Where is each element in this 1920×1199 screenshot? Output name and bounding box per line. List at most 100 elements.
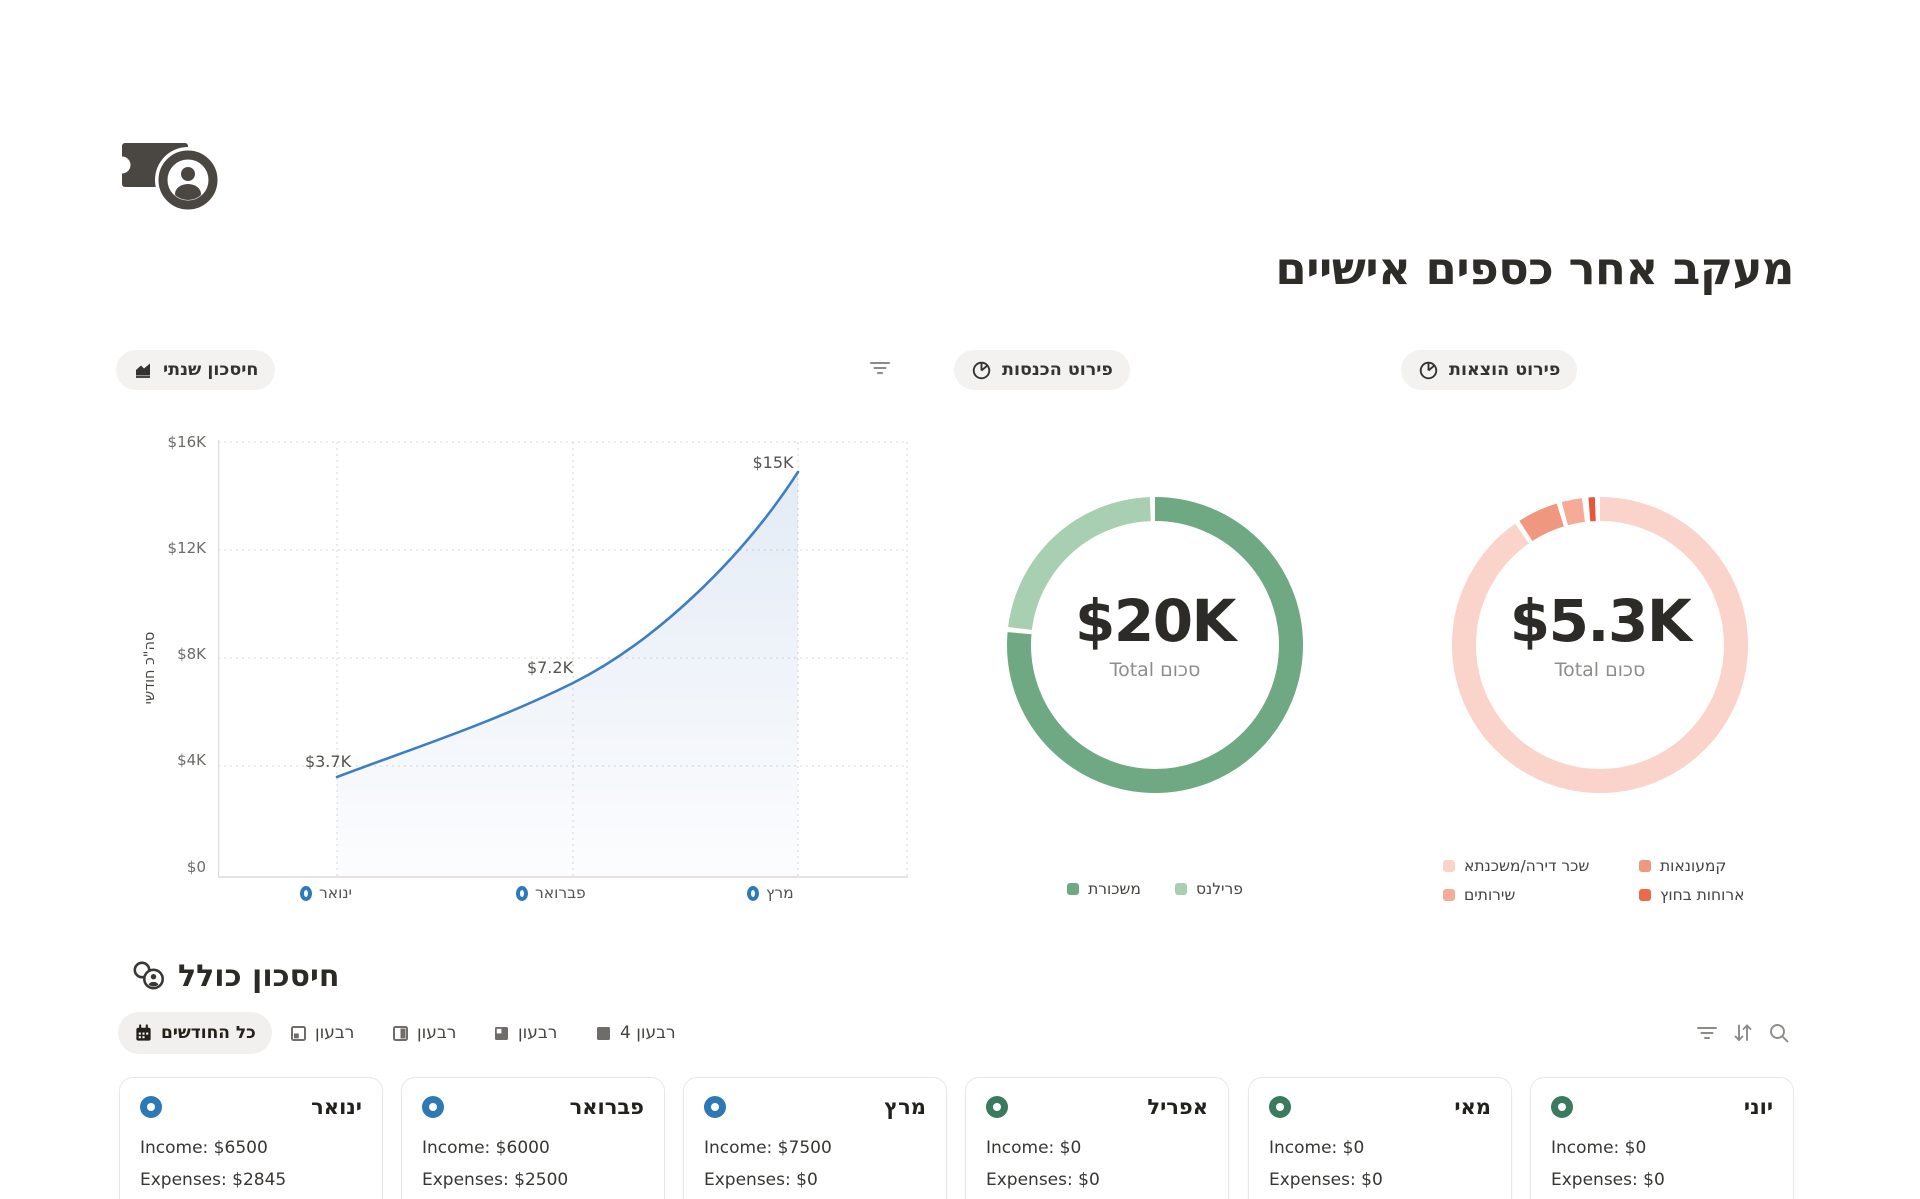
annual-savings-badge[interactable]: חיסכון שנתי xyxy=(116,350,276,390)
sort-icon[interactable] xyxy=(1731,1021,1755,1049)
legend-swatch xyxy=(1067,883,1080,895)
card-income: Income: $0 xyxy=(1269,1138,1365,1158)
month-dot-icon xyxy=(704,1096,726,1118)
total-savings-title: חיסכון כולל xyxy=(131,958,339,994)
tab-quarter-2[interactable]: רבעון xyxy=(392,1012,456,1054)
search-icon[interactable] xyxy=(1767,1021,1791,1049)
card-expenses: Expenses: $0 xyxy=(1551,1170,1665,1190)
month-marker-icon xyxy=(300,885,312,901)
card-expenses: Expenses: $2845 xyxy=(140,1170,287,1190)
quarter-1-icon xyxy=(291,1025,306,1041)
x-label-march: מרץ xyxy=(747,884,794,902)
y-tick: $4K xyxy=(177,751,206,769)
x-label-january: ינואר xyxy=(300,884,352,902)
tab-quarter-3[interactable]: רבעון xyxy=(493,1012,557,1054)
expense-breakdown-badge[interactable]: פירוט הוצאות xyxy=(1401,350,1578,390)
tab-quarter-1[interactable]: רבעון xyxy=(290,1012,354,1054)
month-card-march[interactable]: מרץ Income: $7500 Expenses: $0 xyxy=(683,1077,947,1199)
month-card-may[interactable]: מאי Income: $0 Expenses: $0 xyxy=(1248,1077,1512,1199)
tab-all-months[interactable]: כל החודשים xyxy=(118,1012,272,1054)
card-month-name: פברואר xyxy=(569,1095,644,1119)
legend-item-dining-out[interactable]: ארוחות בחוץ xyxy=(1639,886,1744,904)
month-dot-icon xyxy=(1551,1096,1573,1118)
legend-swatch xyxy=(1639,860,1651,872)
card-month-name: יוני xyxy=(1743,1095,1773,1119)
legend-swatch xyxy=(1174,883,1187,895)
banknote-user-icon xyxy=(113,143,221,213)
month-dot-icon xyxy=(422,1096,444,1118)
income-donut-center: $20K סכום Total xyxy=(995,592,1315,681)
legend-item-retail[interactable]: קמעונאות xyxy=(1639,857,1744,875)
card-expenses: Expenses: $2500 xyxy=(422,1170,569,1190)
y-tick: $12K xyxy=(167,539,206,557)
expense-total: $5.3K xyxy=(1509,587,1692,655)
pie-chart-icon xyxy=(972,361,991,379)
app-logo xyxy=(113,131,225,215)
card-expenses: Expenses: $0 xyxy=(1269,1170,1383,1190)
legend-item-utilities[interactable]: שירותים xyxy=(1443,886,1611,904)
point-label-mar: $15K xyxy=(752,453,794,472)
expense-donut-center: $5.3K סכום Total xyxy=(1440,592,1760,681)
card-expenses: Expenses: $0 xyxy=(704,1170,818,1190)
tab-label: רבעון 4 xyxy=(620,1023,676,1043)
tab-label: רבעון xyxy=(315,1023,355,1043)
tab-label: רבעון xyxy=(417,1023,457,1043)
annual-savings-badge-label: חיסכון שנתי xyxy=(163,360,259,380)
income-total: $20K xyxy=(1074,587,1237,655)
card-income: Income: $0 xyxy=(1551,1138,1647,1158)
tab-quarter-4[interactable]: רבעון 4 xyxy=(595,1012,676,1054)
income-breakdown-badge[interactable]: פירוט הכנסות xyxy=(954,350,1130,390)
month-card-february[interactable]: פברואר Income: $6000 Expenses: $2500 xyxy=(401,1077,665,1199)
y-tick: $0 xyxy=(186,858,206,876)
card-month-name: ינואר xyxy=(311,1095,362,1119)
expense-total-caption: סכום Total xyxy=(1554,659,1646,681)
card-income: Income: $0 xyxy=(986,1138,1082,1158)
month-dot-icon xyxy=(986,1096,1008,1118)
month-marker-icon xyxy=(516,885,528,901)
chart-filter-icon[interactable] xyxy=(866,355,894,385)
card-expenses: Expenses: $0 xyxy=(986,1170,1100,1190)
card-income: Income: $6000 xyxy=(422,1138,550,1158)
annual-savings-chart xyxy=(217,432,908,882)
income-total-caption: סכום Total xyxy=(1109,659,1201,681)
x-label-february: פברואר xyxy=(516,884,586,902)
pie-chart-icon xyxy=(1419,361,1438,379)
card-income: Income: $6500 xyxy=(140,1138,268,1158)
y-tick: $8K xyxy=(177,645,206,663)
tab-label: רבעון xyxy=(518,1023,558,1043)
filter-icon[interactable] xyxy=(1695,1021,1719,1049)
area-chart-icon xyxy=(136,363,150,378)
y-axis-title: סה"כ חודשי xyxy=(142,631,158,705)
income-donut-chart xyxy=(995,485,1315,809)
legend-item-rent[interactable]: שכר דירה/משכנתא xyxy=(1443,857,1611,875)
quarter-4-icon xyxy=(597,1026,610,1040)
income-breakdown-badge-label: פירוט הכנסות xyxy=(1002,360,1113,380)
month-dot-icon xyxy=(140,1096,162,1118)
card-month-name: מאי xyxy=(1454,1095,1491,1119)
expense-donut-chart xyxy=(1440,485,1760,809)
point-label-feb: $7.2K xyxy=(526,658,574,677)
quarter-2-icon xyxy=(393,1025,408,1041)
income-legend: משכורת פרילנס xyxy=(995,880,1315,898)
month-marker-icon xyxy=(747,885,759,901)
quarter-3-icon xyxy=(495,1026,508,1040)
month-card-april[interactable]: אפריל Income: $0 Expenses: $0 xyxy=(965,1077,1229,1199)
legend-item-salary[interactable]: משכורת xyxy=(1067,880,1141,898)
card-month-name: אפריל xyxy=(1147,1095,1208,1119)
tab-label: כל החודשים xyxy=(161,1023,256,1043)
card-month-name: מרץ xyxy=(884,1095,926,1119)
card-income: Income: $7500 xyxy=(704,1138,832,1158)
legend-swatch xyxy=(1443,889,1455,901)
page-title: מעקב אחר כספים אישיים xyxy=(1275,242,1794,295)
expense-legend: שכר דירה/משכנתא שירותים קמעונאות ארוחות … xyxy=(1443,857,1744,904)
month-card-june[interactable]: יוני Income: $0 Expenses: $0 xyxy=(1530,1077,1794,1199)
y-tick: $16K xyxy=(167,433,206,451)
calendar-icon xyxy=(136,1023,151,1041)
expense-breakdown-badge-label: פירוט הוצאות xyxy=(1449,360,1561,380)
point-label-jan: $3.7K xyxy=(304,752,352,771)
legend-swatch xyxy=(1443,860,1455,872)
legend-item-freelance[interactable]: פרילנס xyxy=(1174,880,1243,898)
month-card-january[interactable]: ינואר Income: $6500 Expenses: $2845 xyxy=(119,1077,383,1199)
month-dot-icon xyxy=(1269,1096,1291,1118)
